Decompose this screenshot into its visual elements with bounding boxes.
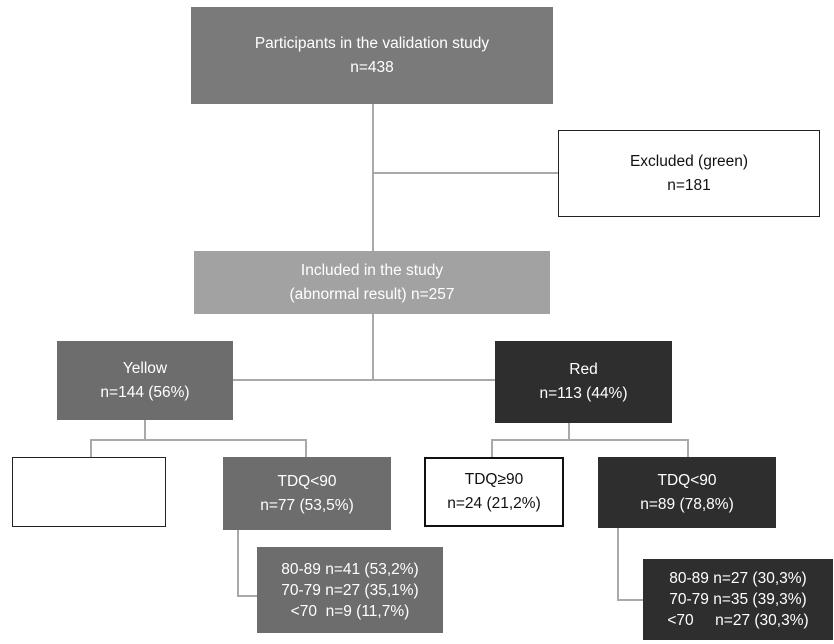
yellow-breakdown-row-3: <70 n=9 (11,7%) (290, 602, 410, 620)
red-breakdown-row-2: 70-79 n=35 (39,3%) (669, 591, 807, 608)
red-tdq-high-label: TDQ≥90 (464, 471, 524, 488)
red-tdq-low-box: TDQ<90 n=89 (78,8%) (598, 457, 776, 528)
included-label: Included in the study (300, 261, 444, 279)
included-count: (abnormal result) n=257 (289, 285, 455, 303)
yellow-label: Yellow (122, 359, 168, 377)
red-label: Red (569, 361, 598, 378)
connector-red-breakdown-h (617, 599, 643, 601)
connector-yellow-breakdown-v (237, 530, 239, 596)
yellow-count: n=144 (56%) (100, 383, 190, 401)
yellow-tdq-low-label: TDQ<90 (277, 472, 337, 490)
participants-box: Participants in the validation study n=4… (191, 7, 553, 104)
yellow-tdq-low-count: n=77 (53,5%) (260, 496, 354, 514)
connector-red-split (491, 439, 689, 441)
yellow-box: Yellow n=144 (56%) (57, 341, 233, 420)
yellow-breakdown-box: 80-89 n=41 (53,2%) 70-79 n=27 (35,1%) <7… (257, 547, 443, 633)
red-tdq-low-label: TDQ<90 (657, 471, 717, 489)
connector-yellow-left-drop (90, 439, 92, 457)
excluded-box: Excluded (green) n=181 (558, 130, 820, 217)
connector-yellow-down (144, 420, 146, 440)
excluded-label: Excluded (green) (629, 152, 749, 170)
connector-to-excluded (372, 172, 558, 174)
connector-red-right-drop (687, 439, 689, 457)
yellow-empty-box (12, 457, 166, 527)
participants-label: Participants in the validation study (254, 34, 490, 52)
excluded-count: n=181 (667, 176, 711, 194)
red-tdq-high-count: n=24 (21,2%) (447, 495, 541, 512)
red-breakdown-row-3: <70 n=27 (30,3%) (667, 612, 809, 629)
connector-yellow-breakdown-h (237, 595, 257, 597)
connector-participants-down (372, 104, 374, 251)
yellow-breakdown-row-1: 80-89 n=41 (53,2%) (281, 560, 419, 578)
connector-included-down (372, 314, 374, 380)
connector-red-left-drop (491, 439, 493, 457)
red-tdq-low-count: n=89 (78,8%) (640, 495, 734, 513)
red-box: Red n=113 (44%) (495, 341, 672, 423)
connector-yellow-right-drop (305, 439, 307, 457)
yellow-tdq-low-box: TDQ<90 n=77 (53,5%) (223, 457, 391, 530)
connector-red-breakdown-v (617, 528, 619, 600)
connector-red-down (568, 423, 570, 440)
red-count: n=113 (44%) (539, 385, 628, 402)
participants-count: n=438 (350, 58, 394, 76)
included-box: Included in the study (abnormal result) … (194, 251, 550, 314)
connector-yellow-split (90, 439, 307, 441)
yellow-breakdown-row-2: 70-79 n=27 (35,1%) (281, 581, 419, 599)
red-tdq-high-box: TDQ≥90 n=24 (21,2%) (424, 457, 564, 527)
red-breakdown-box: 80-89 n=27 (30,3%) 70-79 n=35 (39,3%) <7… (643, 559, 833, 640)
red-breakdown-row-1: 80-89 n=27 (30,3%) (669, 570, 807, 587)
connector-yellow-red (200, 379, 495, 381)
